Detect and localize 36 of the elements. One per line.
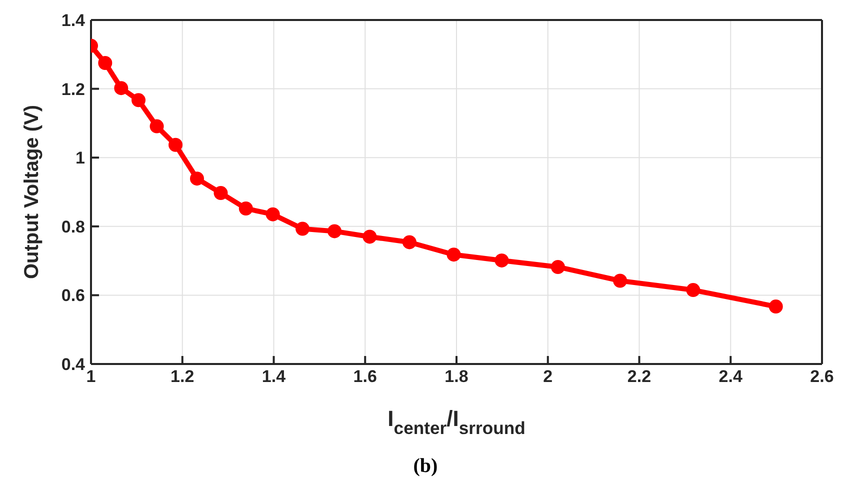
x-tick-label: 1.2 xyxy=(170,367,194,386)
point xyxy=(686,283,700,298)
text: (b) xyxy=(412,455,439,478)
point xyxy=(550,260,565,274)
x-tick-label: 1.4 xyxy=(262,367,286,386)
x-tick-label: 2.4 xyxy=(718,367,743,386)
x-tick-label: 1.6 xyxy=(353,367,377,386)
point xyxy=(190,172,204,186)
point xyxy=(446,248,461,262)
point xyxy=(768,300,783,314)
point xyxy=(362,230,377,244)
y-tick-label: 1.2 xyxy=(61,80,85,99)
y-tick-label: 1.4 xyxy=(61,11,86,30)
x-tick-label: 2.6 xyxy=(810,367,834,386)
point xyxy=(214,186,228,200)
point xyxy=(266,207,280,222)
y-axis-title: Output Voltage (V) xyxy=(21,104,44,280)
y-tick-label: 1 xyxy=(76,148,85,168)
point xyxy=(238,202,253,216)
y-tick-label: 0.6 xyxy=(61,286,85,306)
point xyxy=(328,224,342,238)
point xyxy=(150,119,164,134)
y-tick-label: 0.8 xyxy=(61,217,85,236)
point xyxy=(168,138,183,152)
x-tick-label: 2 xyxy=(543,367,553,386)
point xyxy=(98,56,112,70)
point xyxy=(402,235,416,250)
point xyxy=(296,222,310,236)
point xyxy=(114,81,128,96)
x-tick-label: 1.8 xyxy=(444,367,468,386)
y-tick-label: 0.4 xyxy=(61,355,86,374)
x-tick-label: 2.2 xyxy=(627,367,652,386)
x-axis-title: I$_{center}$/I$_{srround}$ xyxy=(388,406,526,438)
point xyxy=(613,274,628,288)
point xyxy=(494,253,509,268)
point xyxy=(132,93,146,108)
